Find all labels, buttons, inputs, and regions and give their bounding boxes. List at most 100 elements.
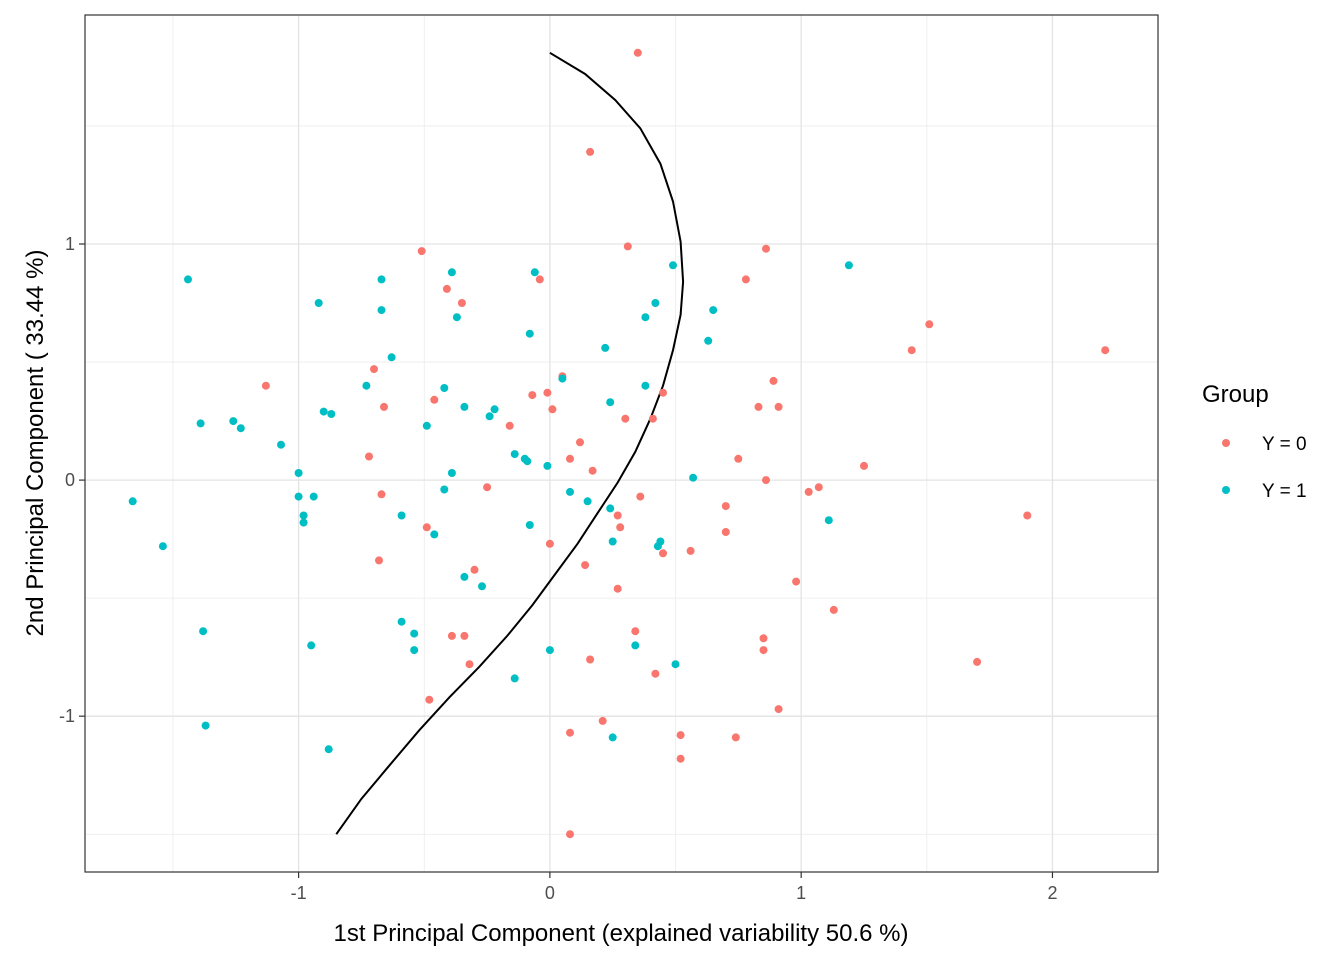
data-point [375,556,383,565]
data-point [648,414,657,423]
series-y0 [261,48,1110,839]
data-point [543,461,552,470]
data-point [543,388,552,397]
data-point [973,657,982,666]
principal-curve [335,51,685,835]
data-point [397,617,406,626]
data-point [613,511,622,520]
data-point [314,299,323,307]
data-point [490,405,499,414]
data-point [158,542,167,551]
data-point [478,582,486,591]
y-tick-label: 1 [65,234,75,254]
data-point [510,674,519,683]
legend: Group Y = 0 Y = 1 [1202,381,1307,502]
data-point [425,695,434,704]
data-point [387,353,396,362]
data-point [299,511,308,520]
data-point [762,244,770,253]
legend-key [1222,486,1230,494]
data-point [261,381,270,390]
data-point [653,542,662,551]
data-point [601,343,610,352]
data-point [457,299,466,307]
data-point [616,523,625,532]
data-point [307,641,316,650]
data-point [925,320,934,329]
data-point [844,261,853,270]
data-point [621,414,630,423]
data-point [689,473,698,482]
data-point [535,275,544,284]
data-point [440,384,449,392]
data-point [1101,346,1110,355]
data-point [236,424,245,433]
series-y1 [128,261,853,754]
data-point [774,705,783,714]
data-point [319,407,328,416]
data-point [631,641,640,650]
data-point [525,521,534,529]
data-point [199,627,208,636]
data-point [447,631,456,640]
data-point [548,405,557,414]
data-point [860,461,868,470]
data-point [651,299,660,307]
data-point [583,497,592,506]
legend-item: Y = 1 [1222,481,1307,502]
data-point [759,646,768,655]
data-point [377,306,386,315]
data-point [452,313,461,322]
data-point [229,417,238,426]
data-point [460,631,469,640]
data-point [440,485,449,494]
x-tick-label: 1 [796,883,806,903]
data-point [410,629,419,638]
data-point [588,466,597,475]
data-point [704,336,713,345]
principal-curve-line [335,51,685,835]
data-point [566,487,574,496]
data-point [581,561,590,570]
x-axis-title: 1st Principal Component (explained varia… [334,920,909,947]
data-point [483,483,492,492]
data-point [608,733,617,742]
data-point [631,627,640,636]
data-point [525,329,534,338]
data-point [804,487,813,496]
data-point [762,476,770,485]
data-point [365,452,373,461]
data-point [505,421,514,430]
legend-items: Y = 0 Y = 1 [1222,434,1307,502]
data-point [671,660,680,669]
data-point [907,346,916,355]
data-point [734,454,743,463]
grid-lines [85,15,1158,872]
data-point [447,469,456,477]
legend-item: Y = 0 [1222,434,1307,455]
data-point [465,660,474,669]
data-point [294,469,303,477]
data-point [566,728,574,737]
data-point [731,733,740,742]
data-point [294,492,303,501]
data-point [530,268,539,277]
data-point [586,147,595,156]
data-point [576,438,584,447]
data-point [641,313,650,322]
data-point [447,268,456,277]
data-point [598,716,607,725]
x-tick-label: 2 [1047,883,1057,903]
legend-title: Group [1202,381,1269,408]
data-point [636,492,645,501]
data-point [824,516,833,525]
legend-label: Y = 1 [1262,481,1307,502]
y-tick-label: -1 [59,706,75,726]
data-point [485,412,494,421]
data-point [659,388,667,397]
data-point [606,398,615,407]
data-point [721,528,730,536]
data-point [558,374,567,383]
data-point [759,634,768,643]
